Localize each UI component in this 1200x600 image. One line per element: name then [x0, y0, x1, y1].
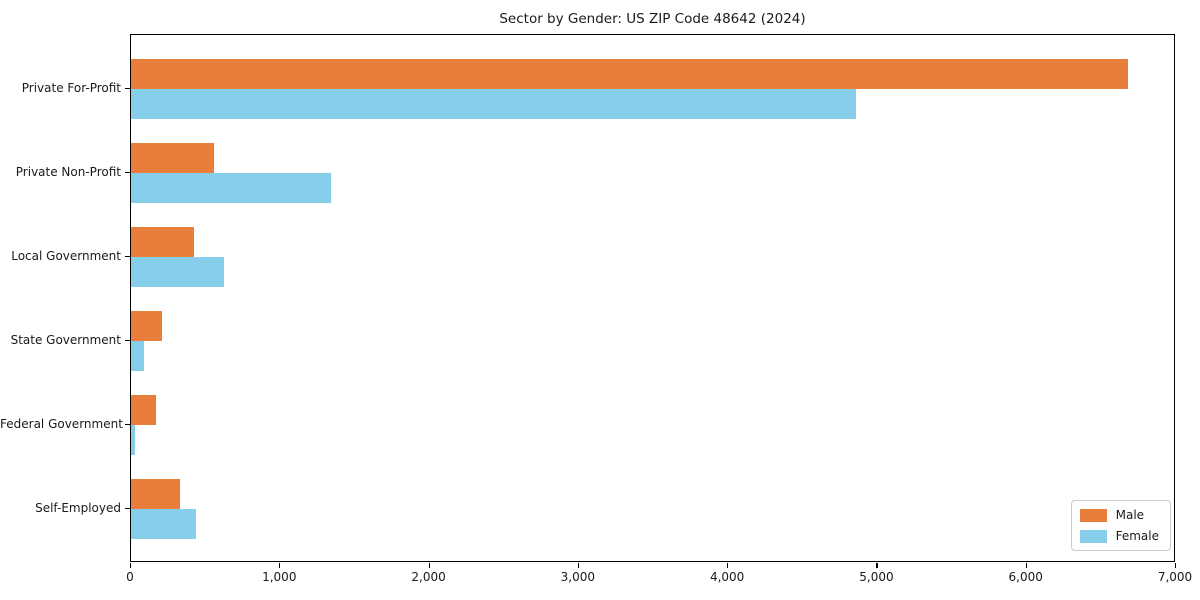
ytick-label-private-for-profit: Private For-Profit	[21, 81, 121, 95]
xtick-label-1000: 1,000	[262, 570, 297, 584]
xtick-mark-6000	[1025, 563, 1027, 568]
ytick-mark-local-government	[125, 256, 130, 258]
bar-male-local-government	[131, 227, 195, 257]
xtick-mark-0	[130, 563, 132, 568]
ytick-mark-self-employed	[125, 508, 130, 510]
bar-male-private-non-profit	[131, 143, 214, 173]
bar-female-private-for-profit	[131, 89, 856, 119]
xtick-label-7000: 7,000	[1157, 570, 1193, 584]
ytick-mark-federal-government	[125, 424, 130, 426]
xtick-mark-4000	[727, 563, 729, 568]
xtick-label-3000: 3,000	[560, 570, 596, 584]
xtick-mark-2000	[428, 563, 430, 568]
legend-label-female: Female	[1115, 529, 1159, 543]
ytick-mark-private-non-profit	[125, 172, 130, 174]
legend-item-male: Male	[1079, 508, 1159, 522]
ytick-label-local-government: Local Government	[11, 249, 121, 263]
xtick-mark-1000	[279, 563, 281, 568]
ytick-label-self-employed: Self-Employed	[35, 501, 121, 515]
ytick-label-federal-government: Federal Government	[0, 417, 123, 431]
bar-male-state-government	[131, 311, 163, 341]
xtick-mark-5000	[876, 563, 878, 568]
legend-swatch-male-icon	[1079, 508, 1107, 522]
ytick-label-state-government: State Government	[10, 333, 121, 347]
xtick-label-6000: 6,000	[1008, 570, 1043, 584]
plot-area: Male Female	[130, 34, 1175, 562]
xtick-label-5000: 5,000	[859, 570, 894, 584]
legend-item-female: Female	[1079, 529, 1159, 543]
ytick-mark-state-government	[125, 340, 130, 342]
legend: Male Female	[1070, 500, 1171, 551]
xtick-mark-7000	[1175, 563, 1177, 568]
xtick-label-4000: 4,000	[709, 570, 745, 584]
xtick-mark-3000	[577, 563, 580, 568]
ytick-label-private-non-profit: Private Non-Profit	[15, 165, 121, 179]
xtick-label-0: 0	[126, 570, 134, 584]
bar-female-private-non-profit	[131, 173, 332, 203]
legend-label-male: Male	[1115, 508, 1145, 522]
legend-swatch-female-icon	[1079, 529, 1107, 543]
bar-male-private-for-profit	[131, 59, 1129, 89]
bar-male-federal-government	[131, 395, 157, 425]
ytick-mark-private-for-profit	[125, 88, 130, 90]
bar-male-self-employed	[131, 479, 180, 509]
bar-female-local-government	[131, 257, 224, 287]
chart-title: Sector by Gender: US ZIP Code 48642 (202…	[499, 11, 806, 27]
bar-female-self-employed	[131, 509, 196, 539]
bar-female-state-government	[131, 341, 144, 371]
bar-female-federal-government	[131, 425, 136, 455]
xtick-label-2000: 2,000	[411, 570, 446, 584]
